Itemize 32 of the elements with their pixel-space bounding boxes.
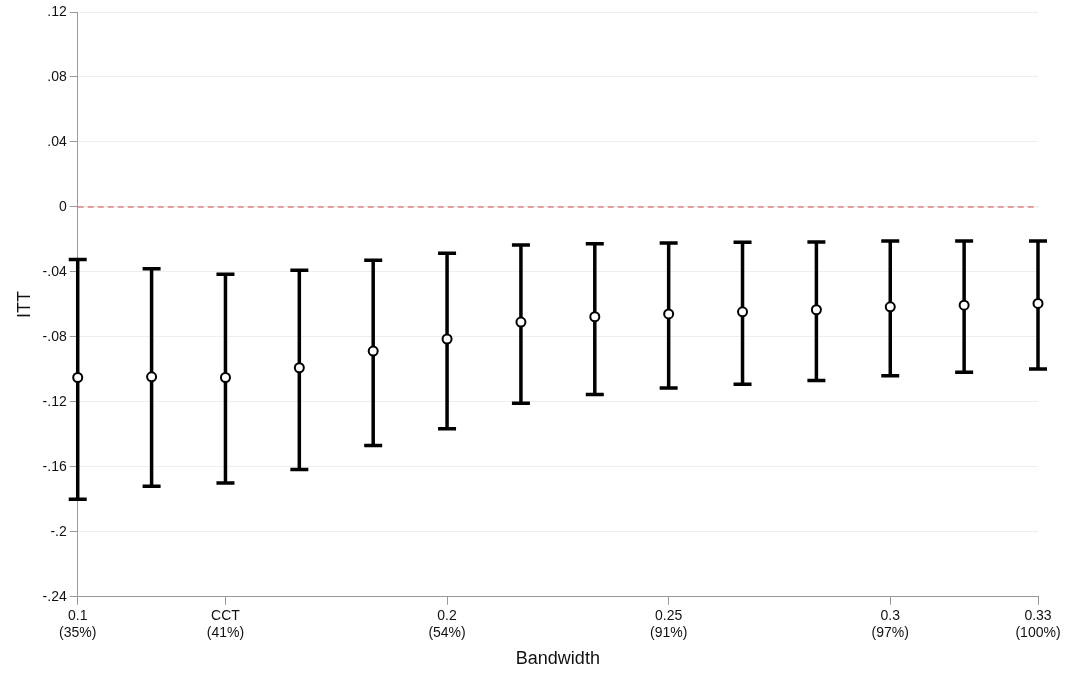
x-axis-title: Bandwidth bbox=[515, 648, 600, 669]
point bbox=[441, 333, 453, 345]
y-tick-label: 0 bbox=[58, 197, 67, 214]
point bbox=[737, 306, 749, 318]
y-tick-label: -.08 bbox=[42, 327, 67, 344]
y-tick-label: -.12 bbox=[42, 392, 67, 409]
y-tick-label: .12 bbox=[47, 2, 67, 19]
y-tick-label: .04 bbox=[47, 132, 67, 149]
point bbox=[367, 345, 379, 357]
x-tick-label: CCT (41%) bbox=[206, 607, 245, 640]
x-tick-label: 0.25 (91%) bbox=[649, 607, 688, 640]
point bbox=[293, 362, 305, 374]
point bbox=[884, 301, 896, 313]
x-tick-label: 0.1 (35%) bbox=[59, 607, 97, 640]
y-tick-label: -.16 bbox=[42, 457, 67, 474]
point bbox=[589, 311, 601, 323]
point bbox=[146, 371, 158, 383]
y-tick-label: .08 bbox=[47, 67, 67, 84]
x-tick-label: 0.3 (97%) bbox=[871, 607, 909, 640]
point bbox=[663, 308, 675, 320]
point bbox=[515, 316, 527, 328]
point bbox=[958, 299, 970, 311]
x-tick-label: 0.33 (100%) bbox=[1015, 607, 1061, 640]
y-tick-label: -.2 bbox=[50, 522, 67, 539]
point bbox=[219, 372, 231, 383]
y-tick-label: -.04 bbox=[42, 262, 67, 279]
y-tick-label: -.24 bbox=[42, 587, 67, 604]
point bbox=[72, 372, 84, 383]
point bbox=[1032, 297, 1044, 309]
point bbox=[810, 304, 822, 316]
x-tick-label: 0.2 (54%) bbox=[428, 607, 466, 640]
y-axis-title: ITT bbox=[13, 290, 34, 318]
